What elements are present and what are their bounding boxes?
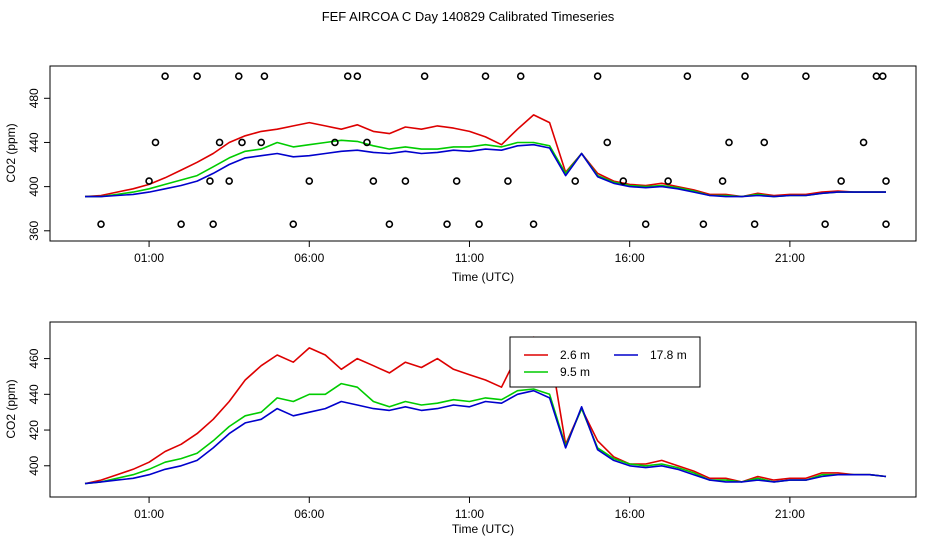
x-tick-label: 11:00 <box>455 507 484 521</box>
x-tick-label: 06:00 <box>294 507 324 521</box>
scatter-point <box>603 138 612 147</box>
top-panel: 01:00 06:00 11:00 16:00 21:00 360 400 440 480 Tim… <box>4 65 917 284</box>
x-axis-label: Time (UTC) <box>452 522 514 536</box>
scatter-point <box>443 220 451 228</box>
legend-box <box>509 336 701 388</box>
scatter-point <box>260 72 269 81</box>
bottom-panel: 01:00 06:00 11:00 16:00 21:00 400 420 440 460 Tim… <box>4 321 917 536</box>
scatter-point <box>516 72 525 81</box>
scatter-point <box>821 220 829 228</box>
scatter-point <box>481 72 490 81</box>
y-tick-label: 420 <box>27 420 41 440</box>
series-line <box>84 114 886 198</box>
scatter-point <box>859 138 868 147</box>
y-tick-label: 460 <box>27 348 41 368</box>
scatter-point <box>97 220 105 228</box>
scatter-point <box>452 177 461 185</box>
scatter-point <box>750 220 759 228</box>
scatter-point <box>837 177 845 185</box>
page-title: FEF AIRCOA C Day 140829 Calibrated Times… <box>321 9 615 24</box>
x-tick-label: 16:00 <box>615 507 645 521</box>
plot-frame <box>49 321 917 498</box>
scatter-point <box>209 220 217 228</box>
x-tick-label: 01:00 <box>134 507 164 521</box>
scatter-point <box>878 72 887 81</box>
scatter-point <box>215 138 224 147</box>
y-tick-label: 360 <box>27 220 41 240</box>
scatter-point <box>151 138 160 147</box>
x-tick-label: 21:00 <box>775 251 805 265</box>
y-tick-label: 400 <box>27 176 41 196</box>
x-tick-label: 16:00 <box>615 251 645 265</box>
scatter-point <box>305 177 314 185</box>
x-tick-label: 06:00 <box>294 251 324 265</box>
scatter-point <box>475 220 483 228</box>
scatter-point <box>683 72 692 81</box>
scatter-point <box>177 220 185 228</box>
legend-label: 2.6 m <box>560 348 590 362</box>
scatter-point <box>206 177 214 185</box>
x-tick-label: 11:00 <box>455 251 484 265</box>
scatter-point <box>725 138 733 147</box>
y-tick-label: 400 <box>27 455 41 475</box>
scatter-point <box>225 177 233 185</box>
scatter-point <box>664 177 672 185</box>
scatter-point <box>257 138 266 147</box>
y-axis-label: CO2 (ppm) <box>4 379 18 438</box>
scatter-point <box>145 177 153 185</box>
scatter-point <box>760 138 769 147</box>
scatter-point <box>882 177 890 185</box>
scatter-point <box>699 220 708 228</box>
scatter-point <box>401 177 410 185</box>
scatter-point <box>593 72 602 81</box>
plot-frame <box>49 65 917 242</box>
series-line <box>85 143 886 198</box>
y-tick-label: 440 <box>27 384 41 404</box>
scatter-point <box>385 220 394 228</box>
scatter-point <box>741 72 749 81</box>
scatter-point <box>504 177 512 185</box>
scatter-point <box>802 72 810 81</box>
scatter-point <box>161 72 169 81</box>
series-line <box>84 389 887 485</box>
scatter-point <box>529 220 538 228</box>
x-tick-label: 01:00 <box>134 251 164 265</box>
series-line <box>84 382 887 485</box>
scatter-point <box>363 138 371 147</box>
scatter-point <box>289 220 298 228</box>
scatter-point <box>872 72 881 81</box>
legend-label: 9.5 m <box>560 365 590 379</box>
scatter-point <box>420 72 429 81</box>
scatter-point <box>369 177 378 185</box>
scatter-point <box>353 72 362 81</box>
scatter-point <box>331 138 339 147</box>
scatter-point <box>718 177 727 185</box>
scatter-point <box>619 177 628 185</box>
scatter-point <box>571 177 580 185</box>
x-tick-label: 21:00 <box>775 507 805 521</box>
series-line <box>84 336 887 485</box>
y-tick-label: 480 <box>27 88 41 108</box>
scatter-point <box>193 72 201 81</box>
y-tick-label: 440 <box>27 132 41 152</box>
scatter-point <box>343 72 352 81</box>
y-axis-label: CO2 (ppm) <box>4 123 18 182</box>
x-axis-label: Time (UTC) <box>452 270 514 284</box>
scatter-point <box>882 220 890 228</box>
scatter-point <box>641 220 650 228</box>
scatter-point <box>238 138 246 147</box>
legend-label: 17.8 m <box>650 348 687 362</box>
scatter-point <box>234 72 243 81</box>
